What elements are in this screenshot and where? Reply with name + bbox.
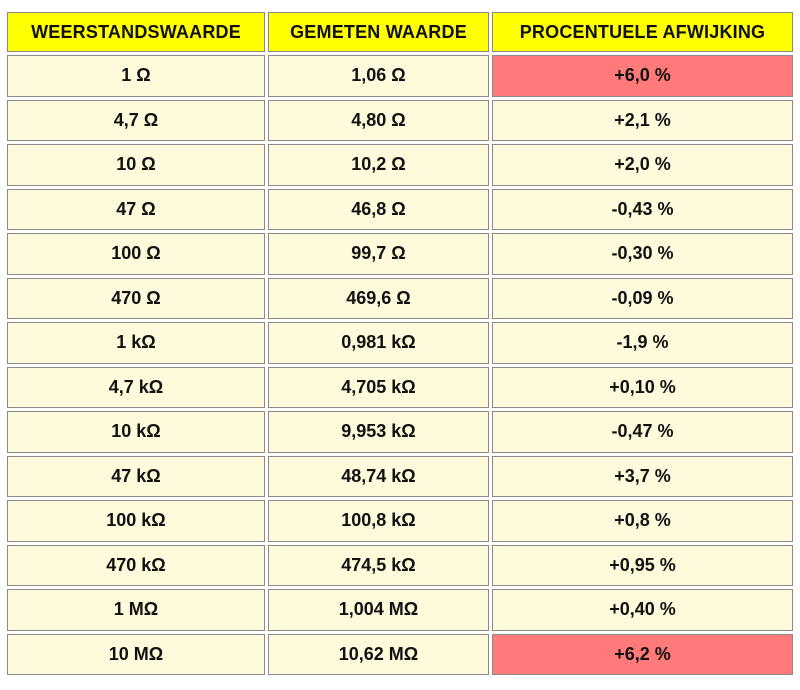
- nominal-value-cell: 10 MΩ: [7, 633, 265, 675]
- table-row: 100 kΩ 100,8 kΩ +0,8 %: [7, 500, 793, 542]
- measured-value-cell: 469,6 Ω: [268, 277, 489, 319]
- measured-value-cell: 4,705 kΩ: [268, 366, 489, 408]
- measured-value-cell: 9,953 kΩ: [268, 411, 489, 453]
- measured-value-cell: 0,981 kΩ: [268, 322, 489, 364]
- table-row: 470 Ω 469,6 Ω -0,09 %: [7, 277, 793, 319]
- nominal-value-cell: 4,7 Ω: [7, 99, 265, 141]
- deviation-cell: -1,9 %: [492, 322, 793, 364]
- measured-value-cell: 100,8 kΩ: [268, 500, 489, 542]
- deviation-cell: +3,7 %: [492, 455, 793, 497]
- nominal-value-cell: 10 kΩ: [7, 411, 265, 453]
- deviation-cell: -0,09 %: [492, 277, 793, 319]
- header-nominal-value: WEERSTANDSWAARDE: [7, 12, 265, 52]
- measured-value-cell: 1,004 MΩ: [268, 589, 489, 631]
- nominal-value-cell: 1 MΩ: [7, 589, 265, 631]
- deviation-cell: -0,30 %: [492, 233, 793, 275]
- deviation-cell: +0,95 %: [492, 544, 793, 586]
- resistance-table: WEERSTANDSWAARDE GEMETEN WAARDE PROCENTU…: [4, 9, 796, 678]
- measured-value-cell: 99,7 Ω: [268, 233, 489, 275]
- deviation-cell: +0,10 %: [492, 366, 793, 408]
- deviation-cell: +2,0 %: [492, 144, 793, 186]
- table-row: 4,7 kΩ 4,705 kΩ +0,10 %: [7, 366, 793, 408]
- deviation-cell: +0,40 %: [492, 589, 793, 631]
- nominal-value-cell: 10 Ω: [7, 144, 265, 186]
- nominal-value-cell: 1 kΩ: [7, 322, 265, 364]
- measured-value-cell: 48,74 kΩ: [268, 455, 489, 497]
- nominal-value-cell: 470 kΩ: [7, 544, 265, 586]
- nominal-value-cell: 100 kΩ: [7, 500, 265, 542]
- table-row: 470 kΩ 474,5 kΩ +0,95 %: [7, 544, 793, 586]
- measured-value-cell: 1,06 Ω: [268, 55, 489, 97]
- table-row: 10 Ω 10,2 Ω +2,0 %: [7, 144, 793, 186]
- deviation-cell: -0,47 %: [492, 411, 793, 453]
- deviation-cell: -0,43 %: [492, 188, 793, 230]
- deviation-cell: +0,8 %: [492, 500, 793, 542]
- table-row: 4,7 Ω 4,80 Ω +2,1 %: [7, 99, 793, 141]
- nominal-value-cell: 1 Ω: [7, 55, 265, 97]
- measured-value-cell: 474,5 kΩ: [268, 544, 489, 586]
- table-row: 47 Ω 46,8 Ω -0,43 %: [7, 188, 793, 230]
- table-row: 100 Ω 99,7 Ω -0,30 %: [7, 233, 793, 275]
- table-row: 10 kΩ 9,953 kΩ -0,47 %: [7, 411, 793, 453]
- measured-value-cell: 10,2 Ω: [268, 144, 489, 186]
- header-percentage-deviation: PROCENTUELE AFWIJKING: [492, 12, 793, 52]
- table-row: 1 Ω 1,06 Ω +6,0 %: [7, 55, 793, 97]
- table-row: 10 MΩ 10,62 MΩ +6,2 %: [7, 633, 793, 675]
- deviation-cell: +2,1 %: [492, 99, 793, 141]
- table-row: 1 MΩ 1,004 MΩ +0,40 %: [7, 589, 793, 631]
- deviation-cell: +6,2 %: [492, 633, 793, 675]
- measured-value-cell: 4,80 Ω: [268, 99, 489, 141]
- deviation-cell: +6,0 %: [492, 55, 793, 97]
- nominal-value-cell: 47 Ω: [7, 188, 265, 230]
- table-body: 1 Ω 1,06 Ω +6,0 % 4,7 Ω 4,80 Ω +2,1 % 10 Ω 10,2…: [7, 55, 793, 675]
- table-row: 1 kΩ 0,981 kΩ -1,9 %: [7, 322, 793, 364]
- header-measured-value: GEMETEN WAARDE: [268, 12, 489, 52]
- nominal-value-cell: 47 kΩ: [7, 455, 265, 497]
- nominal-value-cell: 4,7 kΩ: [7, 366, 265, 408]
- measured-value-cell: 46,8 Ω: [268, 188, 489, 230]
- table-header-row: WEERSTANDSWAARDE GEMETEN WAARDE PROCENTU…: [7, 12, 793, 52]
- measured-value-cell: 10,62 MΩ: [268, 633, 489, 675]
- nominal-value-cell: 100 Ω: [7, 233, 265, 275]
- table-row: 47 kΩ 48,74 kΩ +3,7 %: [7, 455, 793, 497]
- nominal-value-cell: 470 Ω: [7, 277, 265, 319]
